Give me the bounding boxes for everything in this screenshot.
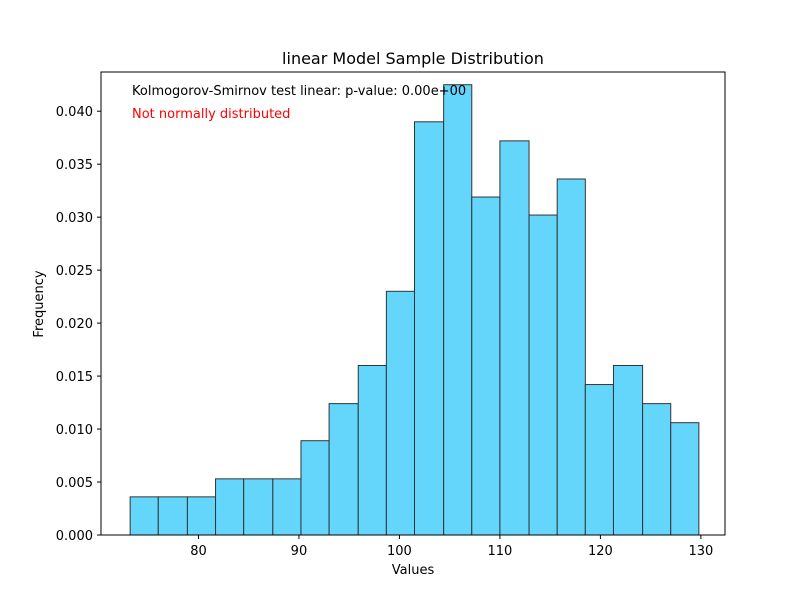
y-tick-label: 0.035 [56,158,93,173]
normality-verdict-annotation: Not normally distributed [132,107,290,122]
x-tick-label: 80 [190,544,207,559]
bars-group [129,84,700,536]
histogram-bar [385,290,416,536]
histogram-bar [186,496,217,536]
x-tick-label: 120 [588,544,613,559]
histogram-bar [584,384,614,536]
x-axis-label: Values [392,563,435,578]
ks-test-annotation: Kolmogorov-Smirnov test linear: p-value:… [132,84,466,99]
histogram-bar [556,178,586,536]
plot-frame [100,71,726,536]
histogram-bar [499,140,530,536]
y-tick-label: 0.010 [56,423,93,438]
x-tick-label: 130 [688,544,713,559]
x-axis-ticks: 80 90 100 110 120 130 [190,535,713,559]
histogram-bar [215,478,245,536]
histogram-bar [157,496,188,536]
histogram-bar [642,403,672,536]
histogram-bar [612,364,644,536]
histogram-bar [129,496,159,536]
histogram-bar [528,214,558,536]
histogram-bar [272,478,302,536]
x-tick-label: 110 [488,544,513,559]
histogram-bar [243,478,274,536]
y-tick-label: 0.005 [56,476,93,491]
x-tick-label: 90 [291,544,308,559]
y-tick-label: 0.040 [56,105,93,120]
y-axis-ticks: 0.000 0.005 0.010 0.015 0.020 0.025 0.030 0.035… [56,105,101,544]
y-tick-label: 0.015 [56,370,93,385]
x-tick-label: 100 [387,544,412,559]
chart-title: linear Model Sample Distribution [282,49,544,68]
histogram-bar [443,84,473,536]
histogram-bar [300,440,330,536]
y-tick-label: 0.030 [56,211,93,226]
y-axis-label: Frequency [32,270,47,337]
y-tick-label: 0.025 [56,264,93,279]
y-tick-label: 0.000 [56,529,93,544]
histogram-bar [328,403,359,536]
histogram-bar [357,364,387,536]
histogram-bar [670,422,700,536]
y-tick-label: 0.020 [56,317,93,332]
histogram-bar [471,196,501,536]
histogram-bar [414,121,445,536]
